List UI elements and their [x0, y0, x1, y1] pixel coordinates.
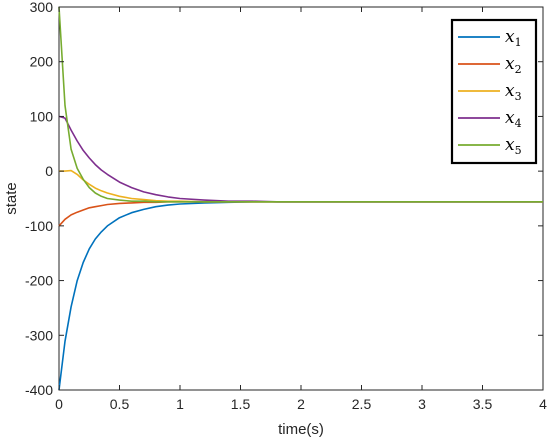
y-tick-label: -100: [25, 218, 53, 234]
y-tick-label: 0: [45, 163, 53, 179]
legend-label-x2: x2: [505, 54, 522, 76]
x-tick-label: 3.5: [473, 396, 493, 412]
x-tick-label: 3: [418, 396, 426, 412]
series-layer: [58, 6, 543, 391]
x-tick-label: 0.5: [110, 396, 130, 412]
x-tick-label: 4: [539, 396, 547, 412]
y-tick-label: -200: [25, 273, 53, 289]
x-tick-label: 2.5: [352, 396, 372, 412]
y-tick-label: -300: [25, 327, 53, 343]
legend: x1 x2 x3 x4 x5: [450, 18, 538, 165]
legend-label-x3: x3: [505, 81, 522, 103]
series-line-x5: [58, 6, 543, 203]
y-tick-label: -400: [25, 382, 53, 398]
legend-label-x5: x5: [505, 135, 522, 157]
y-tick-label: 200: [30, 54, 54, 70]
tick-layer: 0 0.5 1 1.5 2 2.5 3 3.5 4 300 200 100 0 -100 -200 -300 -…: [25, 0, 547, 412]
x-tick-label: 1.5: [231, 396, 251, 412]
x-tick-label: 2: [297, 396, 305, 412]
x-tick-label: 1: [176, 396, 184, 412]
y-tick-label: 100: [30, 108, 54, 124]
x-axis-label: time(s): [278, 421, 324, 438]
legend-label-x4: x4: [505, 108, 522, 130]
y-axis-label: state: [3, 182, 20, 215]
x-tick-label: 0: [55, 396, 63, 412]
y-tick-label: 300: [30, 0, 54, 15]
legend-label-x1: x1: [505, 27, 522, 49]
